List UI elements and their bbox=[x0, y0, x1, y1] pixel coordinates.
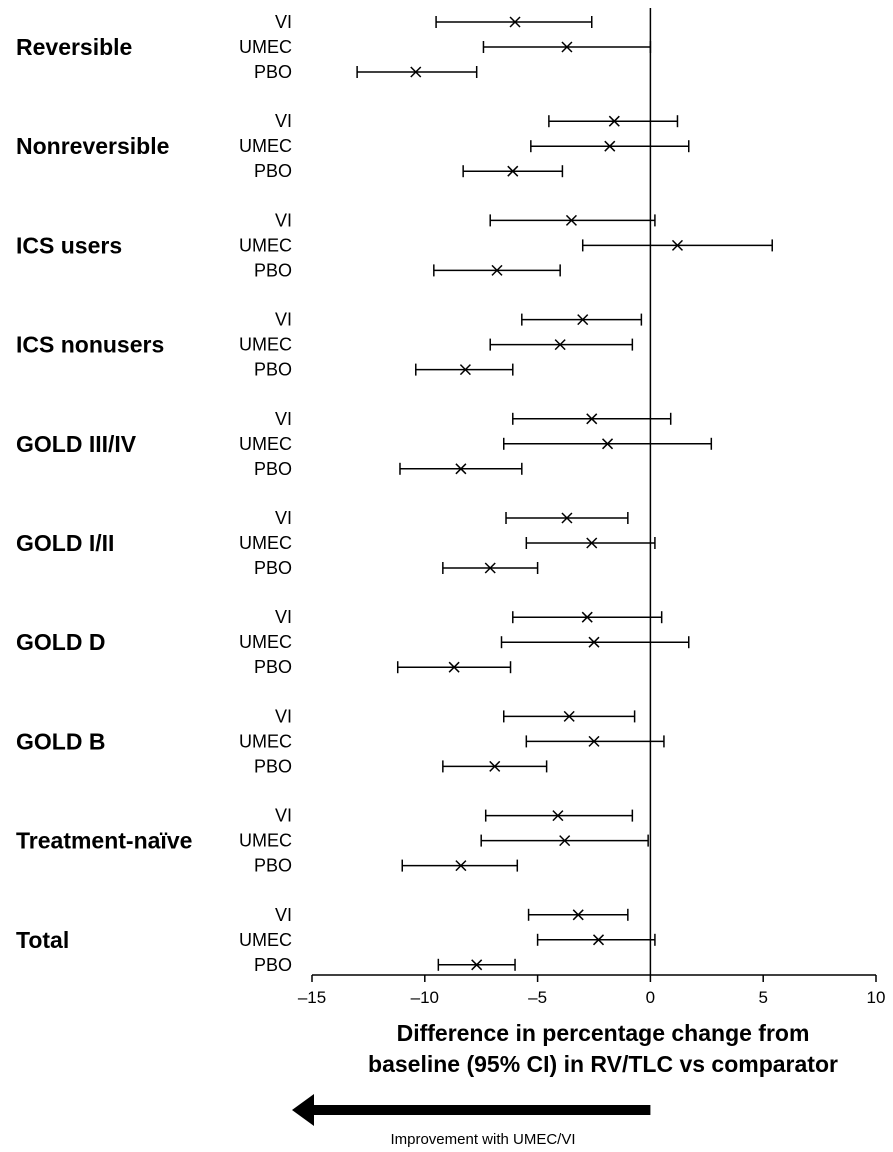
point-estimate-marker bbox=[448, 661, 460, 673]
group-label: ICS nonusers bbox=[16, 332, 164, 358]
point-estimate-marker bbox=[507, 165, 519, 177]
x-tick-label: –15 bbox=[298, 988, 326, 1007]
x-axis: –15 –10 –5 0 5 10 bbox=[298, 974, 886, 1007]
point-estimate-marker bbox=[410, 66, 422, 78]
group-4: GOLD III/IV VI UMEC PBO bbox=[16, 409, 713, 479]
arrow-label: Improvement with UMEC/VI bbox=[390, 1131, 575, 1148]
point-estimate-marker bbox=[586, 413, 598, 425]
group-label: GOLD B bbox=[16, 728, 105, 754]
group-label: GOLD III/IV bbox=[16, 431, 137, 457]
point-estimate-marker bbox=[588, 636, 600, 648]
comparator-label: VI bbox=[275, 111, 292, 131]
comparator-label: PBO bbox=[254, 856, 292, 876]
group-label: Total bbox=[16, 927, 69, 953]
point-estimate-marker bbox=[491, 264, 503, 276]
x-tick-label: –5 bbox=[528, 988, 547, 1007]
group-3: ICS nonusers VI UMEC PBO bbox=[16, 310, 643, 380]
comparator-label: UMEC bbox=[239, 632, 292, 652]
point-estimate-marker bbox=[489, 760, 501, 772]
comparator-label: UMEC bbox=[239, 731, 292, 751]
group-8: Treatment-naïve VI UMEC PBO bbox=[16, 806, 649, 876]
comparator-label: VI bbox=[275, 905, 292, 925]
group-0: Reversible VI UMEC PBO bbox=[16, 12, 652, 82]
comparator-label: VI bbox=[275, 409, 292, 429]
point-estimate-marker bbox=[577, 314, 589, 326]
point-estimate-marker bbox=[608, 115, 620, 127]
x-tick-label: –10 bbox=[411, 988, 439, 1007]
point-estimate-marker bbox=[671, 239, 684, 251]
comparator-label: VI bbox=[275, 210, 292, 230]
comparator-label: VI bbox=[275, 508, 292, 528]
comparator-label: UMEC bbox=[239, 831, 292, 851]
group-label: GOLD I/II bbox=[16, 530, 114, 556]
arrow-head bbox=[292, 1094, 314, 1126]
group-label: Treatment-naïve bbox=[16, 828, 192, 854]
comparator-label: UMEC bbox=[239, 37, 292, 57]
group-2: ICS users VI UMEC PBO bbox=[16, 210, 773, 280]
comparator-label: UMEC bbox=[239, 434, 292, 454]
point-estimate-marker bbox=[455, 860, 467, 872]
x-axis-label-line-1: Difference in percentage change from bbox=[397, 1020, 810, 1046]
comparator-label: UMEC bbox=[239, 533, 292, 553]
x-tick-label: 0 bbox=[646, 988, 655, 1007]
group-6: GOLD D VI UMEC PBO bbox=[16, 607, 690, 677]
comparator-label: UMEC bbox=[239, 136, 292, 156]
point-estimate-marker bbox=[604, 140, 616, 152]
point-estimate-marker bbox=[565, 214, 577, 226]
comparator-label: PBO bbox=[254, 161, 292, 181]
point-estimate-marker bbox=[509, 16, 521, 28]
point-estimate-marker bbox=[588, 735, 600, 747]
point-estimate-marker bbox=[602, 438, 614, 450]
rows-layer: Reversible VI UMEC PBO Nonreversible VI UMEC PB… bbox=[16, 12, 773, 975]
group-7: GOLD B VI UMEC PBO bbox=[16, 706, 665, 776]
point-estimate-marker bbox=[561, 41, 573, 53]
point-estimate-marker bbox=[563, 710, 575, 722]
point-estimate-marker bbox=[592, 934, 605, 946]
group-9: Total VI UMEC PBO bbox=[16, 905, 656, 975]
arrow-shaft bbox=[310, 1105, 651, 1115]
point-estimate-marker bbox=[572, 909, 584, 921]
x-tick-label: 5 bbox=[758, 988, 767, 1007]
point-estimate-marker bbox=[471, 959, 483, 971]
comparator-label: UMEC bbox=[239, 235, 292, 255]
comparator-label: VI bbox=[275, 806, 292, 826]
group-label: ICS users bbox=[16, 232, 122, 258]
group-1: Nonreversible VI UMEC PBO bbox=[16, 111, 690, 181]
improvement-arrow bbox=[292, 1094, 651, 1126]
comparator-label: VI bbox=[275, 607, 292, 627]
point-estimate-marker bbox=[455, 463, 467, 475]
group-label: Nonreversible bbox=[16, 133, 169, 159]
comparator-label: PBO bbox=[254, 260, 292, 280]
comparator-label: PBO bbox=[254, 955, 292, 975]
comparator-label: VI bbox=[275, 310, 292, 330]
point-estimate-marker bbox=[581, 611, 593, 623]
comparator-label: PBO bbox=[254, 657, 292, 677]
point-estimate-marker bbox=[552, 810, 564, 822]
comparator-label: UMEC bbox=[239, 930, 292, 950]
group-5: GOLD I/II VI UMEC PBO bbox=[16, 508, 656, 578]
comparator-label: VI bbox=[275, 12, 292, 32]
point-estimate-marker bbox=[561, 512, 573, 524]
group-label: Reversible bbox=[16, 34, 132, 60]
comparator-label: UMEC bbox=[239, 335, 292, 355]
comparator-label: PBO bbox=[254, 62, 292, 82]
point-estimate-marker bbox=[554, 339, 566, 351]
point-estimate-marker bbox=[484, 562, 496, 574]
comparator-label: VI bbox=[275, 706, 292, 726]
comparator-label: PBO bbox=[254, 459, 292, 479]
point-estimate-marker bbox=[586, 537, 598, 549]
x-axis-label-line-2: baseline (95% CI) in RV/TLC vs comparato… bbox=[368, 1051, 838, 1077]
comparator-label: PBO bbox=[254, 756, 292, 776]
group-label: GOLD D bbox=[16, 629, 105, 655]
point-estimate-marker bbox=[459, 364, 471, 376]
x-tick-label: 10 bbox=[867, 988, 886, 1007]
comparator-label: PBO bbox=[254, 360, 292, 380]
point-estimate-marker bbox=[559, 835, 571, 847]
comparator-label: PBO bbox=[254, 558, 292, 578]
